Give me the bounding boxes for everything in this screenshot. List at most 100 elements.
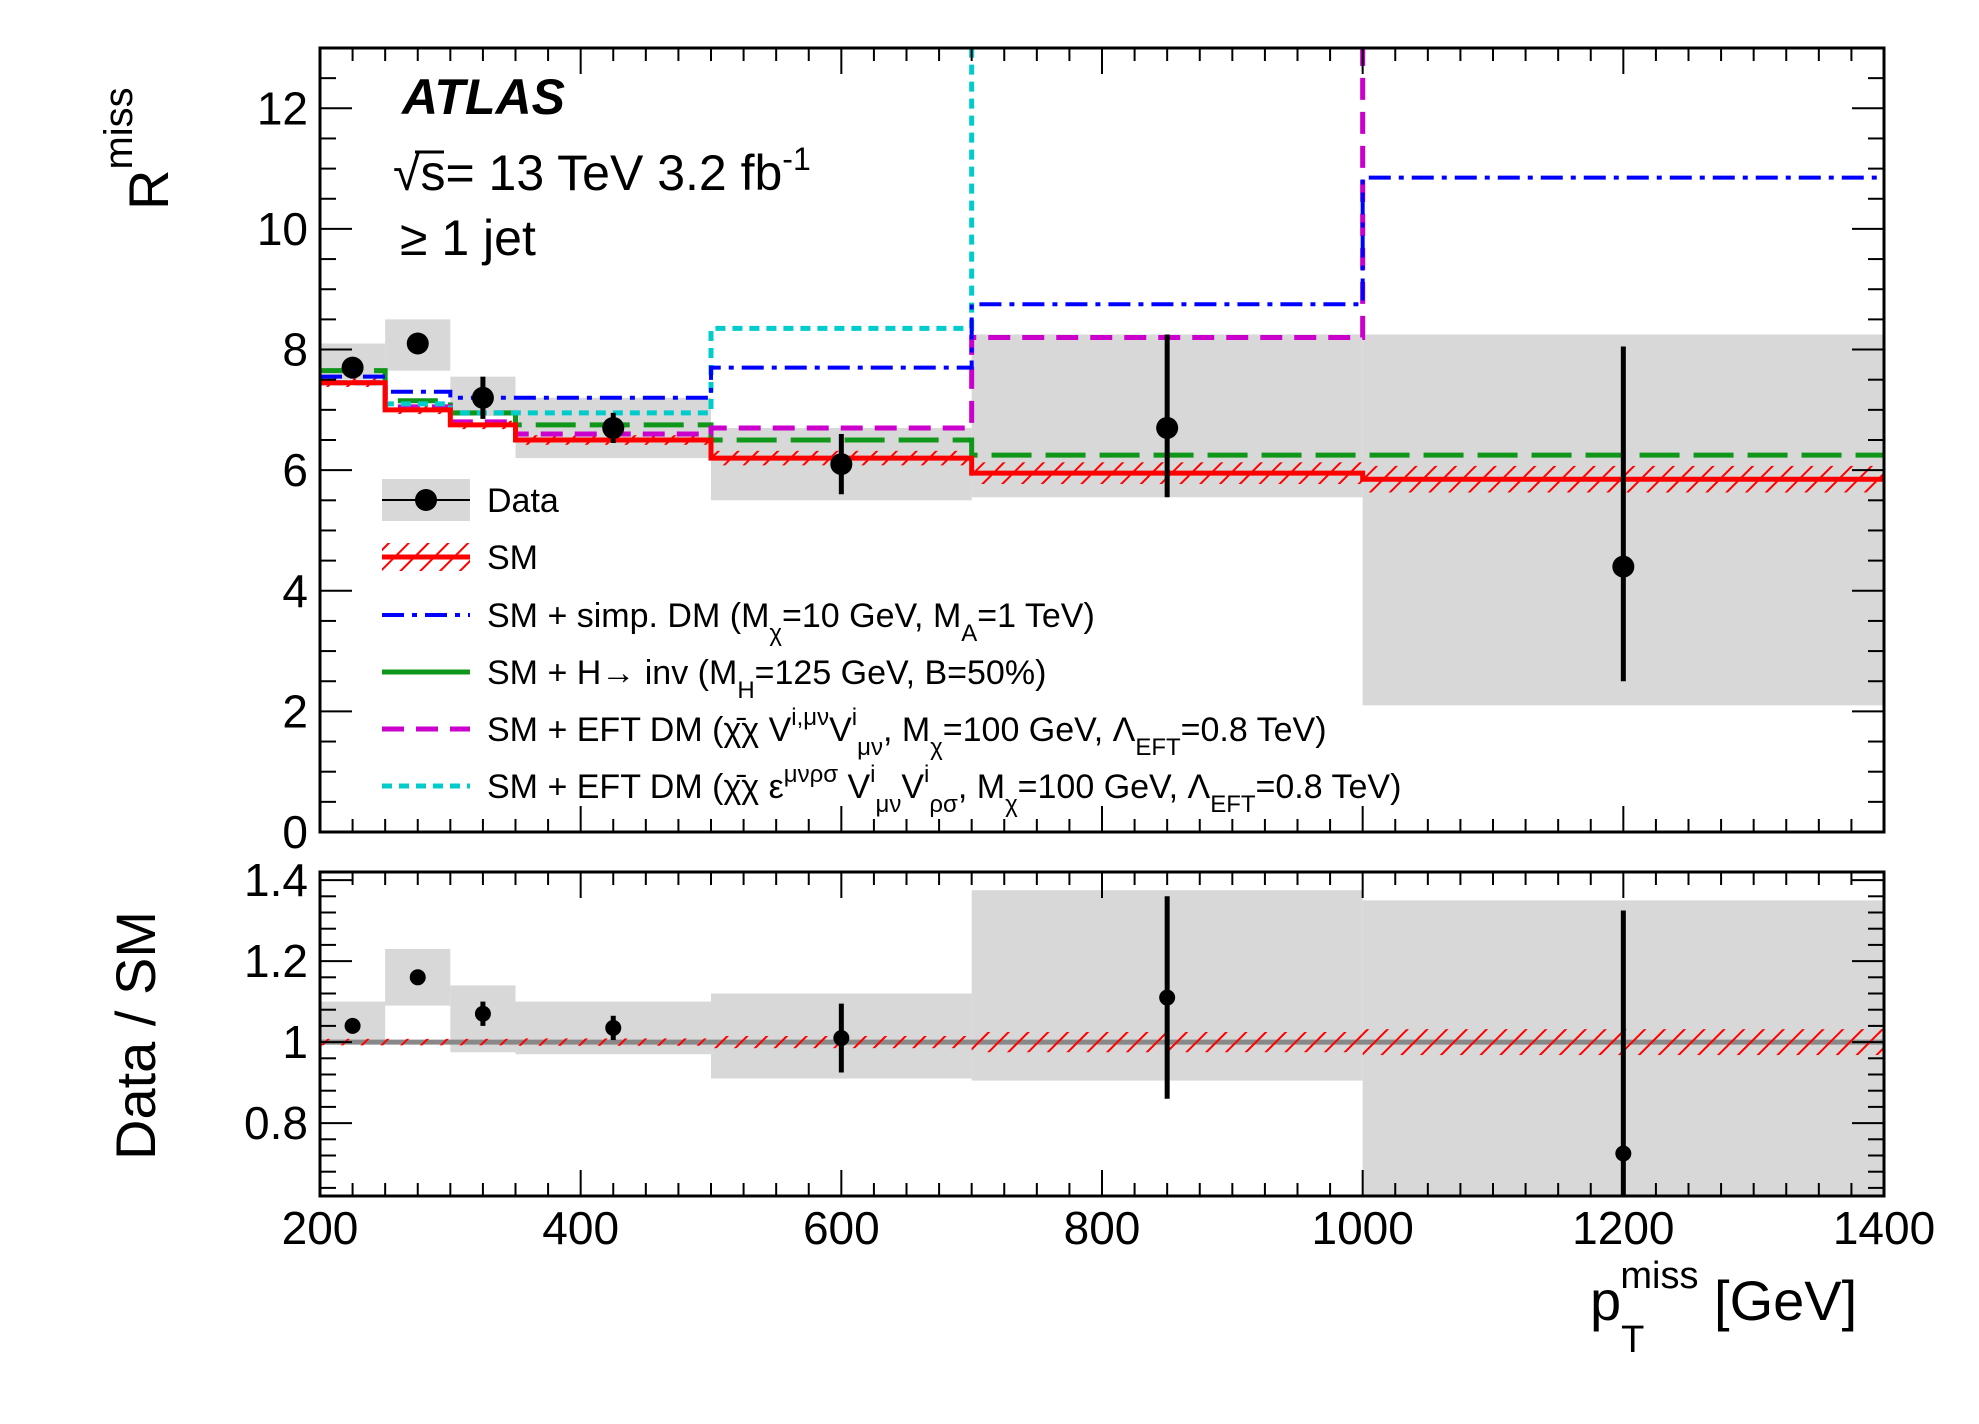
legend-label-eft1-part: μν (857, 734, 883, 761)
x-tick-label: 1400 (1833, 1202, 1935, 1254)
legend-label-eft2-part: χ (1005, 791, 1018, 818)
legend-label-eft2-part: , M (958, 768, 1005, 806)
x-tick-label: 1200 (1572, 1202, 1674, 1254)
x-tick-label: 200 (282, 1202, 359, 1254)
legend-label-h-inv-part: SM + H→ inv (M (487, 654, 737, 692)
x-axis-title: pTmiss [GeV] (1590, 1255, 1857, 1361)
top-axis-ticks (319, 47, 1885, 833)
energy-label: √s= 13 TeV 3.2 fb-1 (393, 141, 811, 201)
energy-sup: -1 (782, 141, 810, 177)
y-tick-label-top: 0 (282, 806, 308, 858)
ratio-data-points (344, 896, 1632, 1196)
y-tick-labels: 0 2 4 6 8 10 12 0.8 1 1.2 1.4 (244, 82, 308, 1149)
y-tick-label-top: 8 (282, 324, 308, 376)
legend-label-eft2-part: SM + EFT DM (χ̄χ ε (487, 768, 784, 806)
top-panel: ATLAS √s= 13 TeV 3.2 fb-1 ≥ 1 jet Data SM… (318, 46, 1886, 834)
legend-label-eft1: SM + EFT DM (χ̄χ Vi,μνViμν, Mχ=100 GeV, … (487, 704, 1327, 761)
legend-label-eft1-part: , M (883, 711, 930, 749)
y-tick-label-ratio: 1 (282, 1016, 308, 1068)
legend-label-eft2-part: i (870, 761, 875, 788)
y-axis-title-top: Rmiss (97, 87, 180, 210)
legend-label-h-inv-part: H (737, 677, 754, 704)
atlas-label: ATLAS (400, 69, 565, 125)
ratio-sm-hatch (515, 1038, 711, 1046)
legend-label-simp-dm-part: =10 GeV, M (782, 597, 961, 635)
legend-label-eft2-part: =0.8 TeV) (1256, 768, 1402, 806)
sqrt-symbol: √ (393, 145, 421, 201)
ratio-point (1615, 1145, 1632, 1162)
y-axis-title-sup: miss (97, 87, 141, 169)
x-axis-title-main: p (1590, 1269, 1621, 1332)
y-tick-label-top: 10 (257, 203, 308, 255)
legend-label-eft2-part: μν (876, 791, 902, 818)
y-tick-label-ratio: 1.2 (244, 935, 308, 987)
y-tick-label-top: 2 (282, 685, 308, 737)
ratio-point (605, 1019, 622, 1036)
legend-label-eft2-part: EFT (1210, 791, 1256, 818)
x-axis-title-unit: [GeV] (1698, 1269, 1857, 1332)
ratio-panel (318, 870, 1886, 1198)
ratio-point (409, 969, 426, 986)
data-point (602, 416, 625, 439)
legend-label-data-part: Data (487, 482, 559, 520)
legend-label-eft1-part: =0.8 TeV) (1181, 711, 1327, 749)
legend-label-sm: SM (487, 539, 538, 577)
data-point (1156, 416, 1179, 439)
y-tick-label-top: 4 (282, 565, 308, 617)
legend-label-eft1-part: i,μν (791, 704, 829, 731)
legend-label-eft1-part: χ (930, 734, 943, 761)
legend-label-simp-dm-part: =1 TeV) (977, 597, 1095, 635)
x-tick-label: 400 (542, 1202, 619, 1254)
legend-label-simp-dm: SM + simp. DM (Mχ=10 GeV, MA=1 TeV) (487, 597, 1095, 647)
legend-label-simp-dm-part: χ (769, 620, 782, 647)
x-tick-label: 1000 (1311, 1202, 1413, 1254)
ratio-sm-hatch (320, 1038, 386, 1046)
legend-label-eft2-part: i (924, 761, 929, 788)
legend-label-h-inv-part: =125 GeV, B=50%) (755, 654, 1047, 692)
x-axis-title-sup: miss (1620, 1255, 1698, 1297)
x-axis-title-sub: T (1621, 1319, 1644, 1361)
data-point (341, 356, 364, 379)
legend-label-simp-dm-part: SM + simp. DM (M (487, 597, 769, 635)
y-tick-label-ratio: 1.4 (244, 854, 308, 906)
y-tick-label-top: 6 (282, 444, 308, 496)
data-point (1612, 555, 1635, 578)
data-point (406, 332, 429, 355)
legend-label-eft2-part: V (838, 768, 870, 806)
data-point (471, 386, 494, 409)
legend-label-eft1-part: i (852, 704, 857, 731)
legend-data-marker (415, 489, 437, 511)
top-data-points (341, 332, 1635, 682)
ratio-point (833, 1030, 850, 1047)
x-tick-label: 800 (1064, 1202, 1141, 1254)
ratio-sm-hatch (385, 1038, 451, 1046)
selection-label: ≥ 1 jet (400, 210, 536, 266)
legend-label-eft2-part: ρσ (929, 791, 958, 818)
legend-label-eft1-part: V (829, 711, 852, 749)
legend-label-eft2-part: V (901, 768, 924, 806)
y-tick-label-top: 12 (257, 82, 308, 134)
y-axis-title-main: R (117, 170, 180, 210)
x-tick-labels: 200 400 600 800 1000 1200 1400 (282, 1202, 1936, 1254)
legend-label-data: Data (487, 482, 559, 520)
data-point (830, 453, 853, 476)
y-tick-label-ratio: 0.8 (244, 1097, 308, 1149)
legend-label-eft1-part: EFT (1135, 734, 1181, 761)
legend-label-simp-dm-part: A (961, 620, 977, 647)
legend-label-eft1-part: SM + EFT DM (χ̄χ V (487, 711, 792, 749)
ratio-point (1159, 989, 1176, 1006)
ratio-point (474, 1005, 491, 1022)
legend-label-eft1-part: =100 GeV, Λ (943, 711, 1136, 749)
ratio-sm-hatch (450, 1038, 516, 1046)
energy-text: s= 13 TeV 3.2 fb (420, 145, 782, 201)
x-tick-label: 600 (803, 1202, 880, 1254)
ratio-axis-ticks (319, 872, 1885, 1196)
legend-label-h-inv: SM + H→ inv (MH=125 GeV, B=50%) (487, 654, 1046, 704)
legend-label-sm-part: SM (487, 539, 538, 577)
legend-label-eft2-part: =100 GeV, Λ (1018, 768, 1211, 806)
y-axis-title-ratio: Data / SM (104, 911, 167, 1160)
ratio-point (344, 1017, 361, 1034)
legend-label-eft2: SM + EFT DM (χ̄χ εμνρσ ViμνViρσ, Mχ=100 … (487, 761, 1401, 818)
